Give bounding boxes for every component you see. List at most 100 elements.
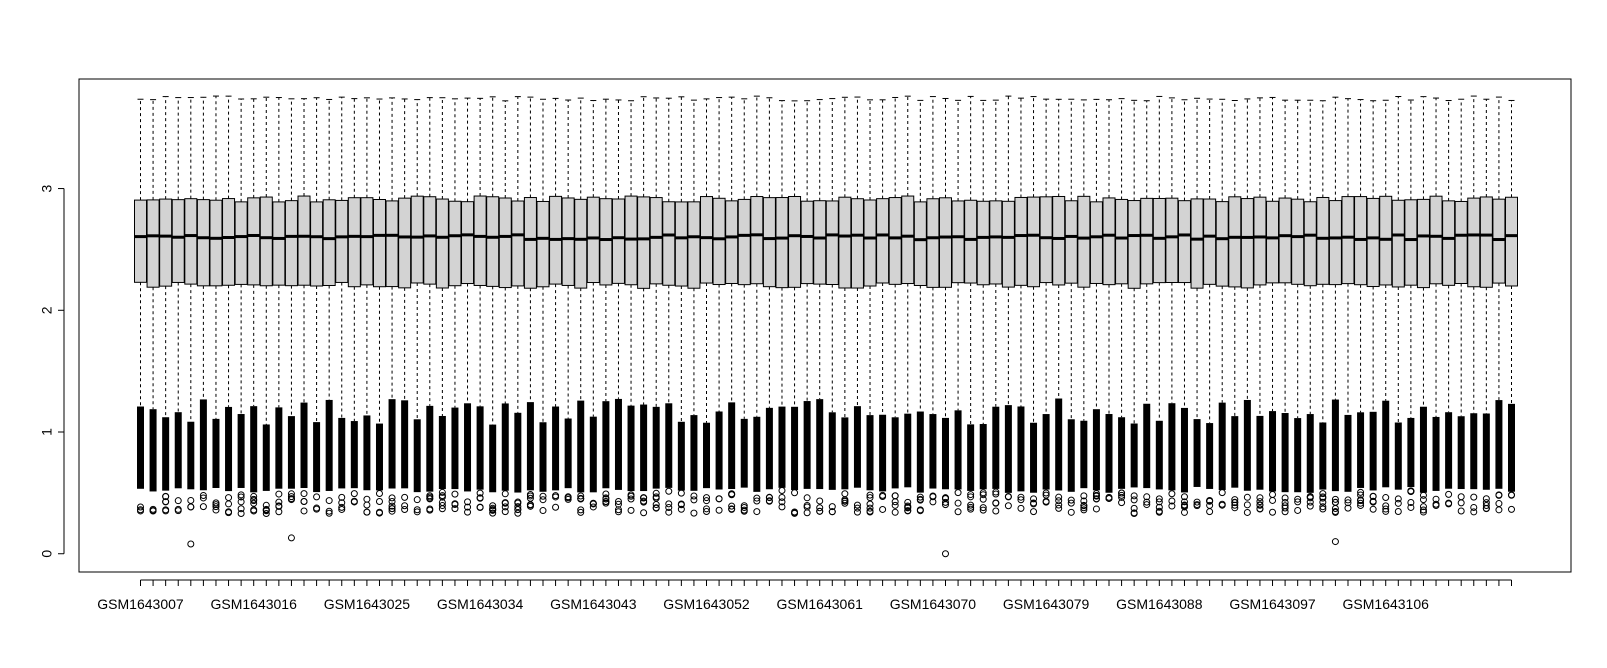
outlier-point xyxy=(438,499,446,507)
outlier-point xyxy=(1432,495,1440,503)
outlier-point xyxy=(1482,495,1490,503)
outlier-point xyxy=(212,506,220,514)
outlier-point xyxy=(1344,496,1352,504)
iqr-box xyxy=(1303,201,1317,287)
outlier-point xyxy=(1256,505,1264,513)
outlier-band xyxy=(464,403,472,492)
outlier-point xyxy=(275,502,283,510)
x-tick-label: GSM1643061 xyxy=(777,596,864,612)
outlier-point xyxy=(866,491,874,499)
outlier-point xyxy=(602,497,610,505)
sample-box xyxy=(511,96,525,517)
iqr-box xyxy=(913,201,927,286)
outlier-point xyxy=(275,498,283,506)
outlier-band xyxy=(665,403,673,488)
iqr-box xyxy=(813,200,827,285)
outlier-point xyxy=(187,496,195,504)
iqr-box xyxy=(523,197,537,289)
iqr-box xyxy=(159,198,173,287)
outlier-band xyxy=(828,412,836,490)
outlier-point xyxy=(1055,501,1063,509)
iqr-box xyxy=(196,199,210,287)
outlier-point xyxy=(388,498,396,506)
outlier-point xyxy=(1155,503,1163,511)
outlier-point xyxy=(1193,498,1201,506)
outlier-point xyxy=(992,499,1000,507)
outlier-band xyxy=(1180,407,1188,493)
outlier-band xyxy=(753,416,761,492)
sample-box xyxy=(951,99,965,516)
outlier-point xyxy=(803,509,811,517)
outlier-point xyxy=(1407,487,1415,495)
outlier-point xyxy=(526,491,534,499)
x-tick-label: GSM1643097 xyxy=(1229,596,1316,612)
outlier-point xyxy=(1369,505,1377,513)
outlier-point xyxy=(1118,493,1126,501)
sample-box xyxy=(712,97,726,514)
iqr-box xyxy=(1140,197,1154,285)
outlier-point xyxy=(313,504,321,512)
outlier-band xyxy=(1206,423,1214,489)
sample-box xyxy=(1027,96,1041,516)
outlier-point xyxy=(652,504,660,512)
outlier-point xyxy=(1206,508,1214,516)
outlier-point xyxy=(954,489,962,497)
outlier-point xyxy=(1118,489,1126,497)
iqr-box xyxy=(1404,199,1418,286)
outlier-band xyxy=(1143,403,1151,489)
outlier-band xyxy=(1130,423,1138,488)
outlier-point xyxy=(338,499,346,507)
outlier-point xyxy=(250,492,258,500)
iqr-box xyxy=(926,198,940,288)
outlier-band xyxy=(162,417,170,491)
outlier-point xyxy=(1457,499,1465,507)
outlier-band xyxy=(1470,413,1478,490)
outlier-band xyxy=(866,415,874,491)
outlier-point xyxy=(1105,493,1113,501)
iqr-box xyxy=(1479,196,1493,288)
iqr-box xyxy=(838,196,852,289)
outlier-point xyxy=(929,493,937,501)
outlier-point xyxy=(1281,502,1289,510)
iqr-box xyxy=(1203,198,1217,285)
outlier-point xyxy=(967,503,975,511)
iqr-box xyxy=(951,200,965,284)
outlier-band xyxy=(703,422,711,489)
outlier-point xyxy=(1168,497,1176,505)
outlier-band xyxy=(1193,419,1201,487)
iqr-box xyxy=(171,199,185,283)
outlier-point xyxy=(1419,508,1427,516)
outlier-band xyxy=(891,417,899,489)
sample-box xyxy=(1228,99,1242,512)
iqr-box xyxy=(360,197,374,286)
outlier-point xyxy=(1256,498,1264,506)
outlier-band xyxy=(325,399,333,491)
iqr-box xyxy=(901,195,915,285)
outlier-point xyxy=(828,508,836,516)
iqr-box xyxy=(649,197,663,285)
outlier-point xyxy=(715,495,723,503)
outlier-point xyxy=(1369,492,1377,500)
sample-box xyxy=(184,97,198,548)
outlier-point xyxy=(476,494,484,502)
outlier-point xyxy=(841,490,849,498)
outlier-point xyxy=(287,490,295,498)
iqr-box xyxy=(372,199,386,288)
iqr-box xyxy=(1052,195,1066,286)
x-tick-label: GSM1643034 xyxy=(437,596,524,612)
sample-box xyxy=(876,99,890,513)
outlier-point xyxy=(979,495,987,503)
outlier-point xyxy=(137,506,144,514)
outlier-point xyxy=(778,498,786,506)
outlier-band xyxy=(652,406,660,489)
outlier-point xyxy=(388,505,396,513)
outlier-point xyxy=(375,509,383,517)
outlier-band xyxy=(1319,422,1327,490)
sample-box xyxy=(146,99,160,515)
outlier-point xyxy=(602,494,610,502)
outlier-point xyxy=(212,503,220,511)
iqr-box xyxy=(511,200,525,287)
outlier-band xyxy=(1231,416,1239,488)
sample-box xyxy=(775,100,789,511)
outlier-band xyxy=(250,406,258,493)
